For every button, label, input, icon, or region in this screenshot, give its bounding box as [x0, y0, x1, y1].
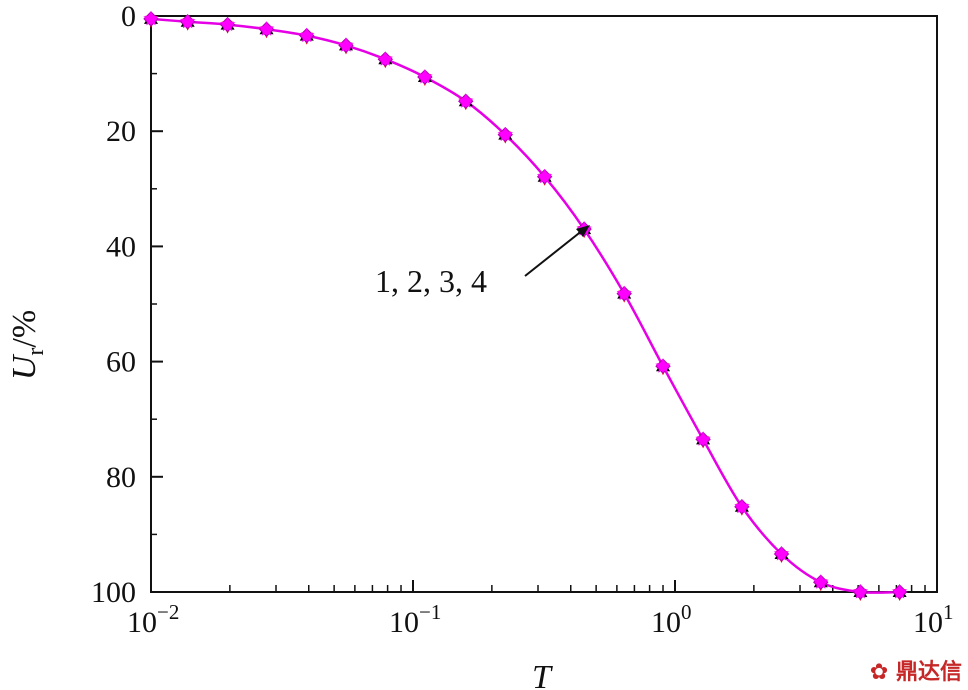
x-tick-label-base: 10	[913, 606, 943, 639]
y-axis-label-sub: r	[23, 348, 49, 356]
marker-series-4	[258, 21, 275, 36]
marker-series-4	[852, 584, 868, 599]
y-axis-label-main: U	[6, 353, 43, 380]
x-tick-label-exponent: 1	[943, 600, 954, 624]
marker-series-4	[813, 574, 829, 589]
marker-series-4	[773, 546, 790, 561]
marker-series-4	[892, 584, 908, 599]
marker-series-4	[220, 16, 236, 32]
watermark-text: 鼎达信	[895, 660, 962, 685]
x-tick-label: 10−1	[389, 600, 441, 639]
marker-series-4	[655, 358, 671, 373]
marker-series-4	[338, 37, 354, 52]
y-tick-label: 60	[106, 346, 136, 379]
marker-series-4	[616, 285, 632, 301]
x-tick-label-exponent: 0	[681, 600, 692, 624]
y-tick-label: 100	[91, 576, 136, 609]
y-axis-label: Ur/%	[6, 310, 49, 380]
series-lines	[150, 17, 900, 594]
watermark: ✿ 鼎达信	[870, 654, 962, 686]
marker-series-4	[537, 168, 553, 184]
y-tick-label: 40	[106, 230, 136, 263]
series-line	[150, 17, 900, 594]
annotation-text: 1, 2, 3, 4	[375, 263, 487, 299]
plot-frame	[150, 15, 938, 593]
x-axis-label: T	[532, 659, 553, 690]
series-markers	[143, 10, 908, 601]
marker-series-4	[497, 126, 513, 142]
marker-series-4	[377, 51, 393, 66]
marker-series-4	[180, 13, 196, 29]
x-tick-label-base: 10	[651, 606, 681, 639]
marker-series-4	[458, 93, 474, 108]
marker-series-4	[695, 431, 711, 446]
annotation-arrow-head	[576, 225, 590, 237]
marker-series-4	[417, 69, 433, 84]
x-tick-label-base: 10	[127, 606, 157, 639]
marker-series-4	[143, 10, 159, 26]
watermark-logo-icon: ✿	[869, 660, 889, 685]
y-tick-label: 0	[121, 0, 136, 33]
marker-series-4	[734, 498, 750, 514]
x-tick-label-base: 10	[389, 606, 419, 639]
x-tick-label-exponent: −1	[419, 600, 441, 624]
annotation-arrow-line	[524, 229, 584, 277]
y-tick-label: 80	[106, 461, 136, 494]
x-tick-label: 101	[913, 600, 954, 639]
marker-series-4	[299, 27, 315, 43]
svg-text:Ur/%: Ur/%	[6, 310, 49, 380]
x-tick-label-exponent: −2	[157, 600, 179, 624]
annotation: 1, 2, 3, 4	[375, 225, 590, 299]
y-axis-label-unit: /%	[6, 310, 43, 348]
x-tick-label: 10−2	[127, 600, 179, 639]
y-tick-label: 20	[106, 115, 136, 148]
x-tick-label: 100	[651, 600, 692, 639]
